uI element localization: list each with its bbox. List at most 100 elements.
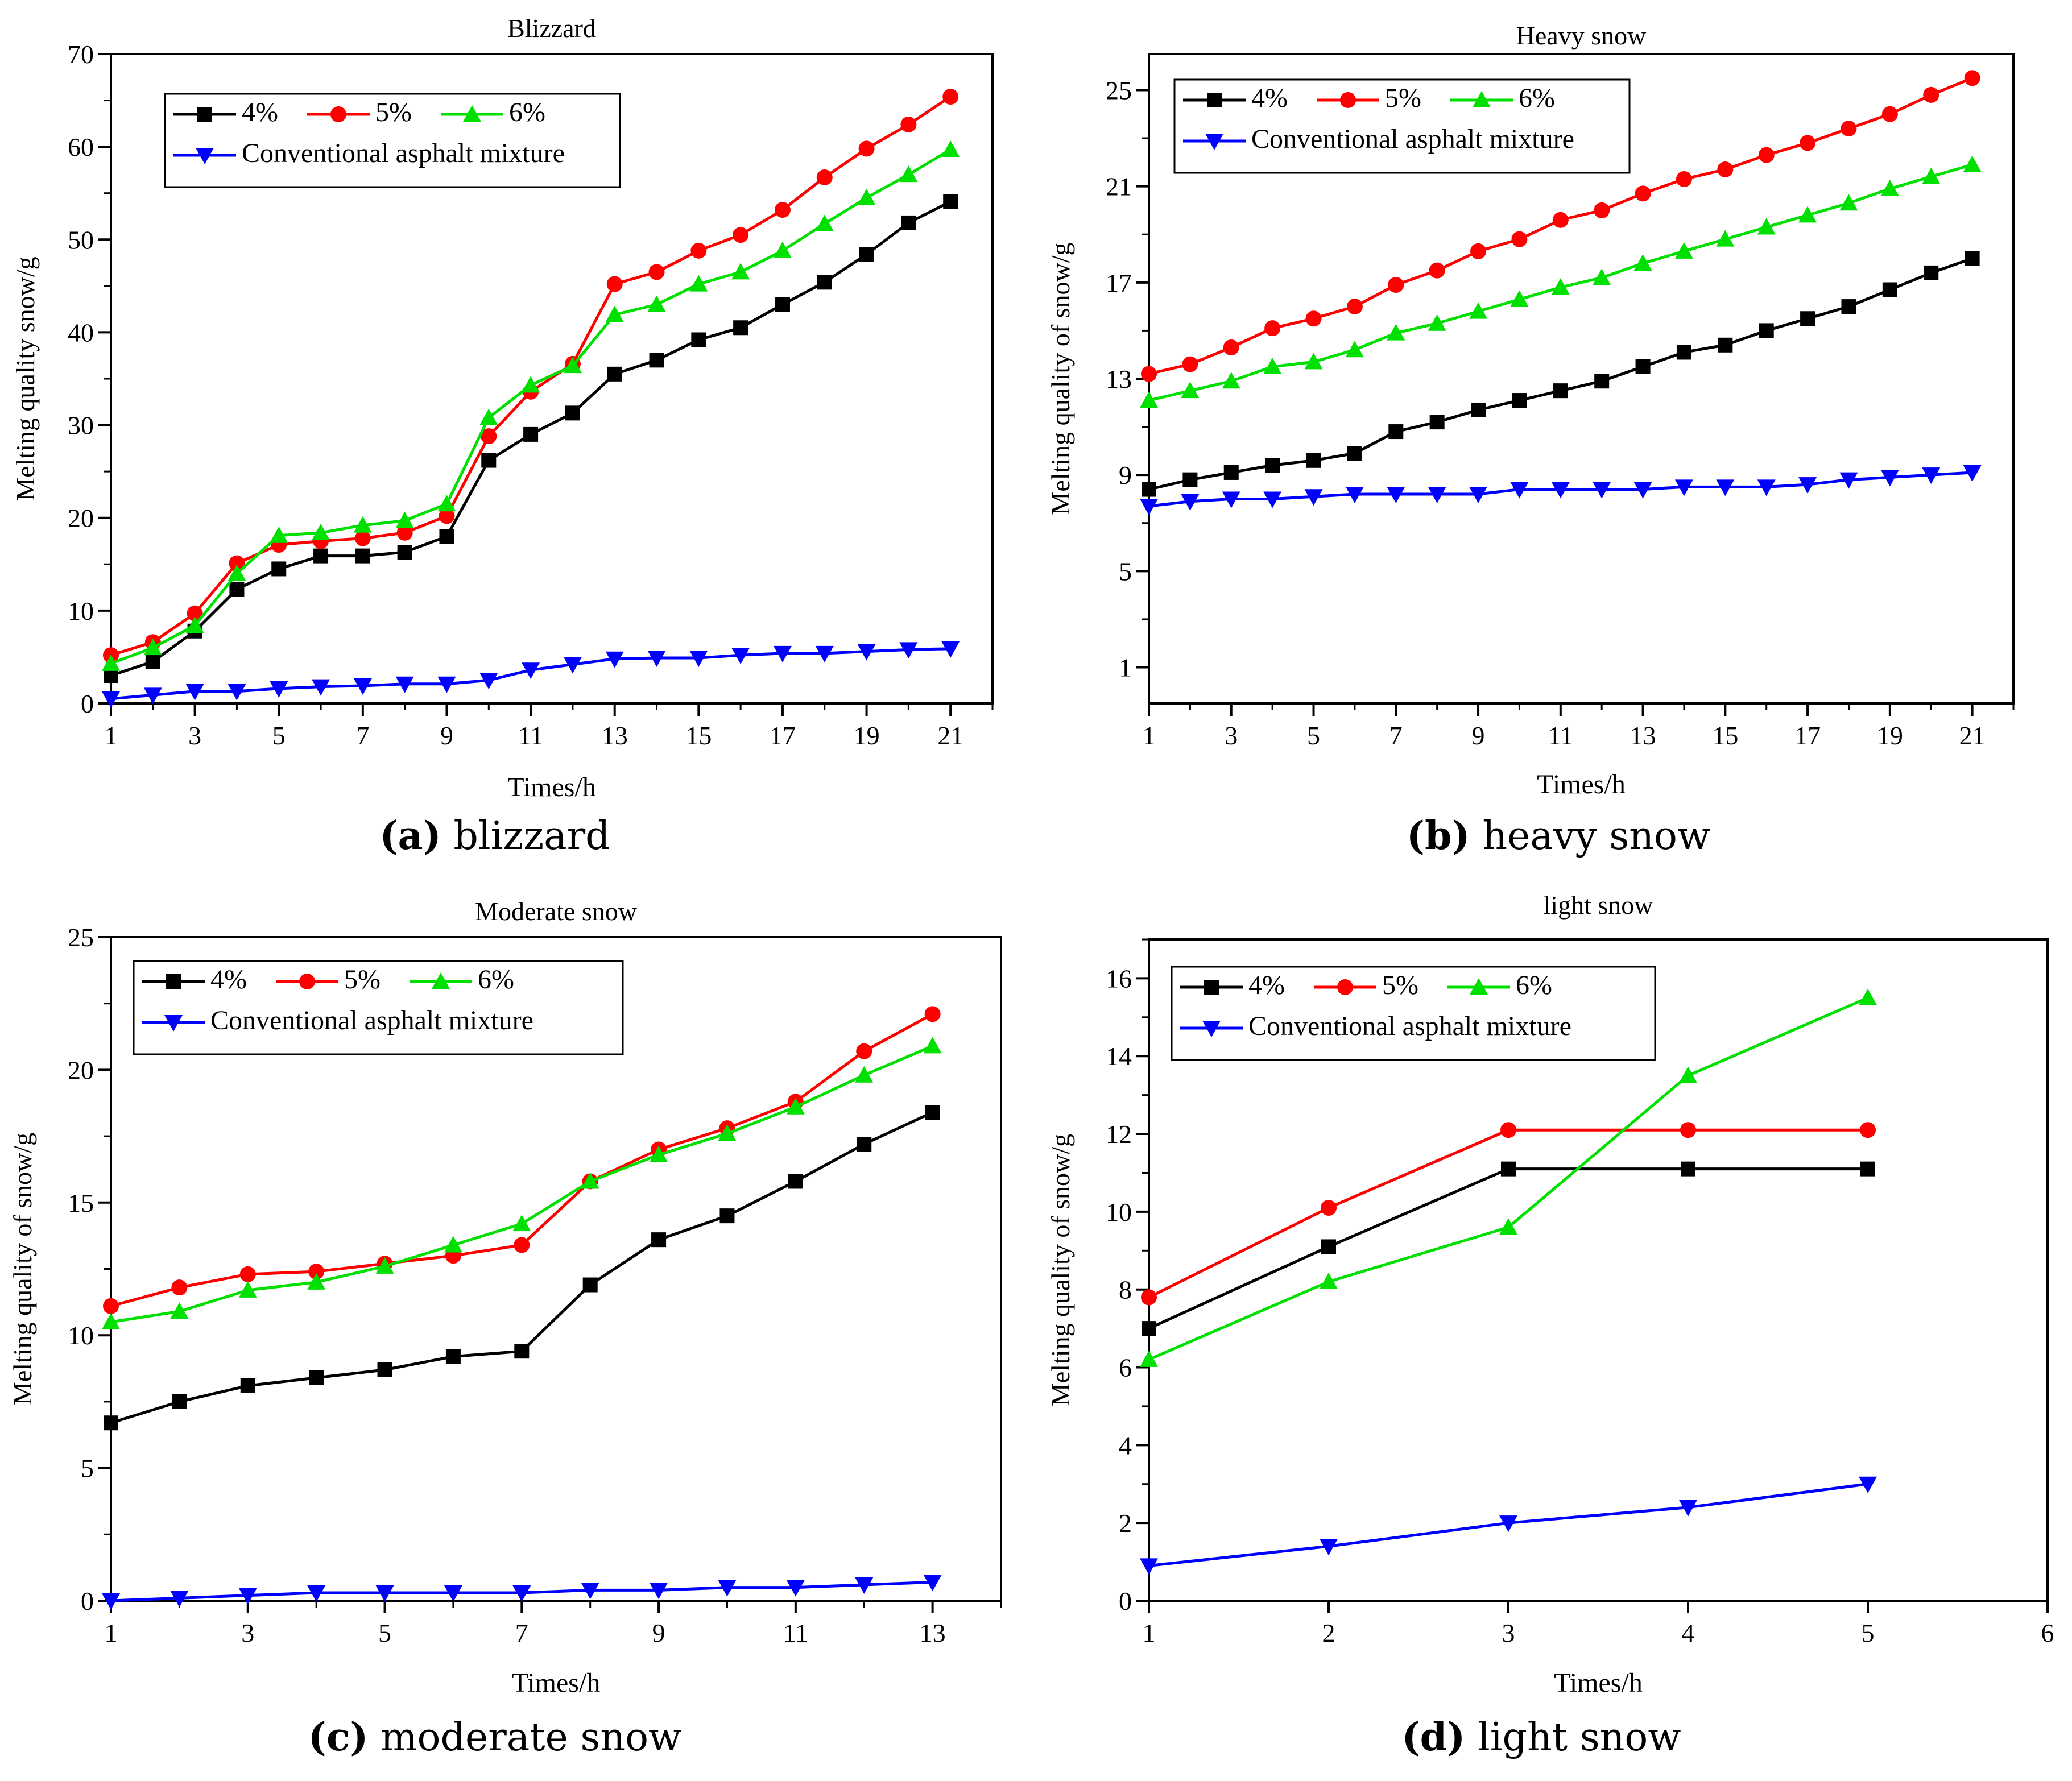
panel-d-legend-4pct-label: 4% [1248,970,1285,1000]
panel-d-legend-5pct-label: 5% [1382,970,1418,1000]
panel-a-y-tick-label: 60 [68,132,94,161]
panel-a-legend-6pct-swatch-marker [463,105,481,122]
panel-c-series-4pct-point [445,1349,461,1364]
panel-a-series-conventional-asphalt-mixture-point [731,648,750,665]
panel-c-title: Moderate snow [475,897,638,926]
caption-d: (d) light snow [1314,1714,1769,1760]
panel-a-legend-box [164,93,621,188]
panel-c-x-tick-label: 5 [378,1618,391,1647]
panel-c-legend-5pct-swatch-marker [299,974,315,989]
panel-b-series-conventional-asphalt-mixture-point [1428,487,1446,504]
panel-b-x-tick-label: 21 [1959,721,1986,750]
panel-a-series-conventional-asphalt-mixture-point [353,678,372,695]
panel-c-series-conventional-asphalt-mixture-point [786,1580,805,1597]
panel-c-series-4pct-point [104,1415,118,1431]
panel-b-series-5pct-point [1841,121,1857,137]
panel-c-series-6pct-point [375,1257,394,1274]
panel-b-series-5pct-point [1881,106,1898,122]
panel-a-series-6pct-point [479,408,498,425]
panel-b-series-5pct-point [1141,366,1157,382]
panel-b-series-6pct-point [1345,341,1364,358]
panel-b-series-6pct-point [1140,391,1158,408]
panel-a-series-conventional-asphalt-mixture-point [815,645,834,662]
panel-b-series-5pct-point [1923,86,1939,103]
panel-blizzard: 1 3 5 7 9 11 13 15 17 19 21010203040506070Blizzard… [11,14,994,802]
panel-a-series-4pct-point [145,654,160,669]
panel-c-y-tick-label: 25 [68,923,94,952]
panel-b-series-4pct-point [1142,482,1156,497]
panel-b-series-4pct-point [1635,359,1651,374]
panel-b-series-conventional-asphalt-mixture-point [1304,489,1323,506]
panel-c-series-4pct-point [719,1208,735,1224]
panel-d-series-4pct-point [1142,1321,1156,1336]
panel-c-y-tick-label: 20 [68,1055,94,1084]
panel-a-series-4pct-point [649,353,664,368]
panel-c-series-5pct-point [856,1043,872,1059]
panel-b-series-4pct-point [1841,299,1856,314]
panel-a-series-5pct-point [942,89,959,105]
panel-a-series-4pct-point [229,582,245,597]
panel-d-x-tick-label: 4 [1682,1618,1695,1647]
panel-a-series-6pct-point [815,214,834,231]
panel-a-series-conventional-asphalt-mixture-point [773,645,792,662]
panel-a-y-tick-label: 70 [68,40,94,69]
panel-d-x-axis-label: Times/h [1554,1668,1643,1698]
panel-b-series-conventional-asphalt-mixture-point [1839,472,1858,489]
panel-b-legend-box [1173,78,1631,174]
panel-b-series-conventional-asphalt-mixture-point [1880,470,1899,487]
panel-c-y-axis-label: Melting quality of snow/g [8,1133,37,1405]
panel-d-series-4pct-line [1148,1167,1868,1330]
panel-b-series-4pct-point [1512,393,1527,408]
panel-c-series-4pct-point [309,1370,324,1385]
panel-a-series-conventional-asphalt-mixture-point [941,641,960,658]
panel-b-y-tick-label: 9 [1119,461,1132,490]
panel-b-series-6pct-point [1181,382,1200,399]
panel-b-series-6pct-point [1428,314,1446,331]
panel-d-y-tick-label: 6 [1119,1353,1132,1382]
panel-c-series-6pct-point [786,1097,805,1115]
panel-b-series-conventional-asphalt-mixture-point [1922,467,1941,484]
panel-a-x-tick-label: 3 [188,721,201,750]
panel-b-y-tick-label: 17 [1106,268,1132,297]
panel-a-x-tick-label: 13 [602,721,628,750]
panel-b-series-4pct-point [1347,446,1362,461]
panel-d-series-5pct-line [1148,1128,1868,1299]
panel-c-series-4pct-point [857,1137,872,1152]
panel-d-x-tick-label: 1 [1143,1618,1156,1647]
panel-a-x-tick-label: 15 [685,721,712,750]
panel-a-series-conventional-asphalt-mixture-point [479,673,498,690]
panel-b-series-conventional-asphalt-mixture-point [1551,482,1570,499]
panel-b-x-tick-label: 17 [1794,721,1821,750]
panel-a-legend-5pct-swatch-marker [330,106,346,122]
panel-d-legend: 4% 5% 6% Conventional asphalt mixture [1171,966,1656,1061]
panel-c-legend-6pct-swatch-marker [432,972,450,989]
panel-b-series-5pct-point [1388,277,1404,293]
panel-b-title: Heavy snow [1516,21,1647,50]
panel-c-legend-4pct-swatch-marker [166,974,181,989]
panel-b-series-5pct-point [1635,185,1651,202]
panel-a-x-tick-label: 5 [272,721,286,750]
panel-c-x-axis-label: Times/h [512,1668,601,1698]
panel-a-y-tick-label: 0 [81,689,94,718]
panel-b-series-5pct-point [1470,243,1487,259]
panel-d-series-conventional-asphalt-mixture-point [1859,1476,1877,1493]
panel-d-series-6pct-point [1140,1350,1158,1367]
panel-b-series-4pct-point [1429,415,1445,430]
panel-d-series-conventional-asphalt-mixture-point [1499,1515,1517,1533]
panel-a-series-5pct-point [648,264,665,280]
panel-b-series-4pct-point [1965,251,1980,266]
panel-c-series-6pct-point [512,1215,531,1232]
panel-a-series-6pct-point [773,241,792,258]
panel-d-legend-box [1171,966,1656,1061]
panel-b-series-6pct-point [1880,179,1899,196]
panel-a-series-4pct-point [943,194,958,209]
panel-a-series-4pct-point [481,453,497,468]
panel-c-series-6pct-point [650,1145,668,1162]
panel-b-series-5pct-point [1552,212,1569,228]
panel-d-series-6pct-point [1859,988,1877,1005]
panel-d-series-4pct-point [1681,1161,1695,1177]
panel-d-series-5pct-point [1680,1122,1696,1138]
panel-a-series-4pct-point [313,548,329,564]
panel-a-series-6pct-point [941,140,960,158]
panel-a-series-6pct-point [857,188,876,205]
